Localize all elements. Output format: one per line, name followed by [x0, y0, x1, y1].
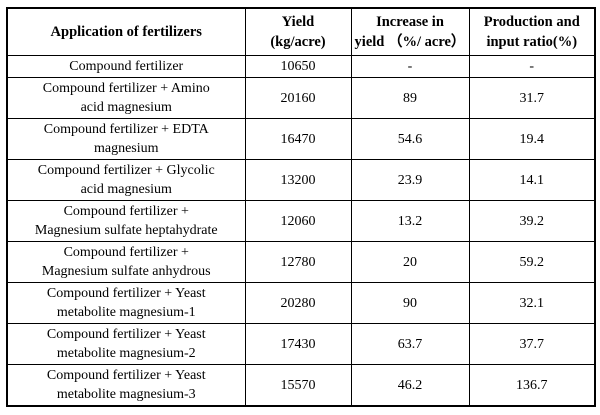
- cell-ratio: 32.1: [468, 282, 596, 324]
- cell-ratio: 31.7: [468, 77, 596, 119]
- cell-application: Compound fertilizer + Glycolic acid magn…: [6, 159, 246, 201]
- cell-yield: 17430: [244, 323, 352, 365]
- fertilizer-results-table: Application of fertilizers Yield (kg/acr…: [6, 7, 596, 407]
- cell-ratio: 14.1: [468, 159, 596, 201]
- cell-ratio: -: [468, 55, 596, 78]
- cell-yield: 13200: [244, 159, 352, 201]
- cell-increase: 89: [350, 77, 470, 119]
- table-row: Compound fertilizer 10650 - -: [6, 55, 596, 78]
- cell-increase: -: [350, 55, 470, 78]
- cell-yield: 16470: [244, 118, 352, 160]
- cell-application: Compound fertilizer + Yeast metabolite m…: [6, 282, 246, 324]
- cell-application: Compound fertilizer + EDTA magnesium: [6, 118, 246, 160]
- cell-increase: 54.6: [350, 118, 470, 160]
- cell-yield: 20280: [244, 282, 352, 324]
- cell-increase: 90: [350, 282, 470, 324]
- table-row: Compound fertilizer + Yeast metabolite m…: [6, 282, 596, 324]
- cell-ratio: 59.2: [468, 241, 596, 283]
- cell-application: Compound fertilizer + Magnesium sulfate …: [6, 241, 246, 283]
- header-application: Application of fertilizers: [6, 7, 246, 56]
- table-row: Compound fertilizer + Magnesium sulfate …: [6, 200, 596, 242]
- table-row: Compound fertilizer + Magnesium sulfate …: [6, 241, 596, 283]
- cell-increase: 13.2: [350, 200, 470, 242]
- table-row: Compound fertilizer + Yeast metabolite m…: [6, 364, 596, 407]
- cell-application: Compound fertilizer: [6, 55, 246, 78]
- cell-ratio: 39.2: [468, 200, 596, 242]
- cell-ratio: 37.7: [468, 323, 596, 365]
- table-row: Compound fertilizer + EDTA magnesium 164…: [6, 118, 596, 160]
- table-row: Compound fertilizer + Yeast metabolite m…: [6, 323, 596, 365]
- cell-increase: 20: [350, 241, 470, 283]
- cell-application: Compound fertilizer + Yeast metabolite m…: [6, 364, 246, 407]
- cell-ratio: 136.7: [468, 364, 596, 407]
- cell-yield: 20160: [244, 77, 352, 119]
- table-row: Compound fertilizer + Glycolic acid magn…: [6, 159, 596, 201]
- header-increase: Increase in yield （%/ acre）: [350, 7, 470, 56]
- cell-application: Compound fertilizer + Yeast metabolite m…: [6, 323, 246, 365]
- cell-yield: 10650: [244, 55, 352, 78]
- cell-yield: 15570: [244, 364, 352, 407]
- cell-ratio: 19.4: [468, 118, 596, 160]
- cell-yield: 12060: [244, 200, 352, 242]
- header-ratio: Production and input ratio(%): [468, 7, 596, 56]
- cell-increase: 23.9: [350, 159, 470, 201]
- cell-yield: 12780: [244, 241, 352, 283]
- cell-application: Compound fertilizer + Amino acid magnesi…: [6, 77, 246, 119]
- header-yield: Yield (kg/acre): [244, 7, 352, 56]
- cell-increase: 46.2: [350, 364, 470, 407]
- cell-application: Compound fertilizer + Magnesium sulfate …: [6, 200, 246, 242]
- header-row: Application of fertilizers Yield (kg/acr…: [6, 7, 596, 56]
- table-row: Compound fertilizer + Amino acid magnesi…: [6, 77, 596, 119]
- cell-increase: 63.7: [350, 323, 470, 365]
